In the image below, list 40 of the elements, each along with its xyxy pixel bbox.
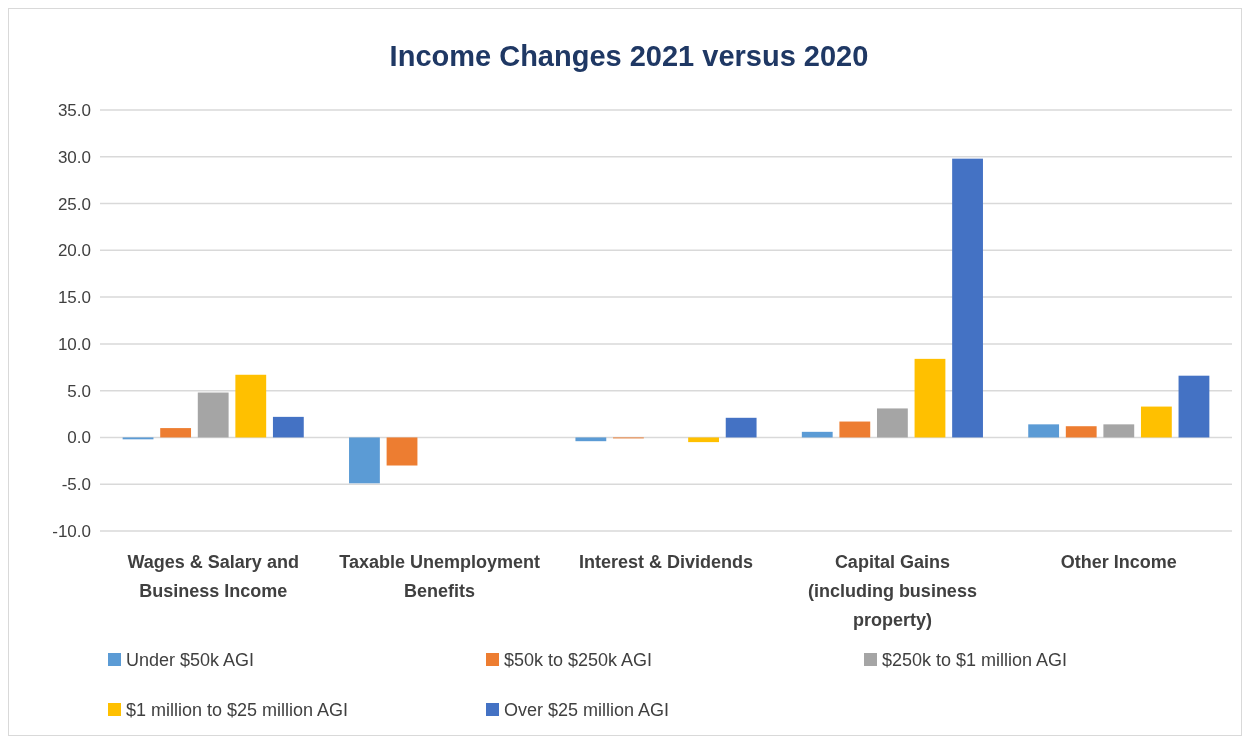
bar <box>272 416 304 438</box>
y-tick-label: -10.0 <box>52 521 91 541</box>
bar <box>235 374 267 438</box>
bar <box>197 392 229 438</box>
y-tick-label: 30.0 <box>57 147 91 167</box>
legend-label: Over $25 million AGI <box>504 700 670 721</box>
legend-label: $250k to $1 million AGI <box>882 650 1068 671</box>
bar <box>1140 406 1172 438</box>
bar <box>688 437 719 443</box>
y-tick-label: 15.0 <box>57 288 91 308</box>
bar <box>1065 426 1097 438</box>
y-tick-label: 35.0 <box>57 100 91 120</box>
x-tick-label: Capital Gains (including business property) <box>807 552 977 630</box>
x-tick-label: Wages & Salary and Business Income <box>127 552 299 601</box>
bar <box>1178 375 1210 438</box>
bar <box>575 437 607 442</box>
x-tick-label: Taxable Unemployment Benefits <box>339 552 540 601</box>
bar <box>160 428 192 438</box>
bar <box>801 431 833 438</box>
y-tick-label: -5.0 <box>61 475 91 495</box>
y-tick-label: 10.0 <box>57 334 91 354</box>
bar <box>1103 424 1135 438</box>
bar <box>914 358 946 438</box>
y-tick-label: 20.0 <box>57 241 91 261</box>
chart-title: Income Changes 2021 versus 2020 <box>389 40 869 72</box>
bar <box>725 417 757 438</box>
bar <box>386 437 418 466</box>
legend-label: $1 million to $25 million AGI <box>126 700 349 721</box>
legend-label: $50k to $250k AGI <box>504 650 653 671</box>
bar <box>1028 424 1060 438</box>
bar <box>952 158 983 438</box>
bar <box>839 421 871 438</box>
legend-label: Under $50k AGI <box>126 650 255 671</box>
y-tick-label: 0.0 <box>67 428 91 448</box>
x-tick-label: Interest & Dividends <box>578 552 754 572</box>
x-tick-label: Other Income <box>1060 552 1177 572</box>
y-tick-label: 5.0 <box>67 381 91 401</box>
y-tick-label: 25.0 <box>57 194 91 214</box>
bar <box>349 437 380 484</box>
bar <box>876 408 908 438</box>
